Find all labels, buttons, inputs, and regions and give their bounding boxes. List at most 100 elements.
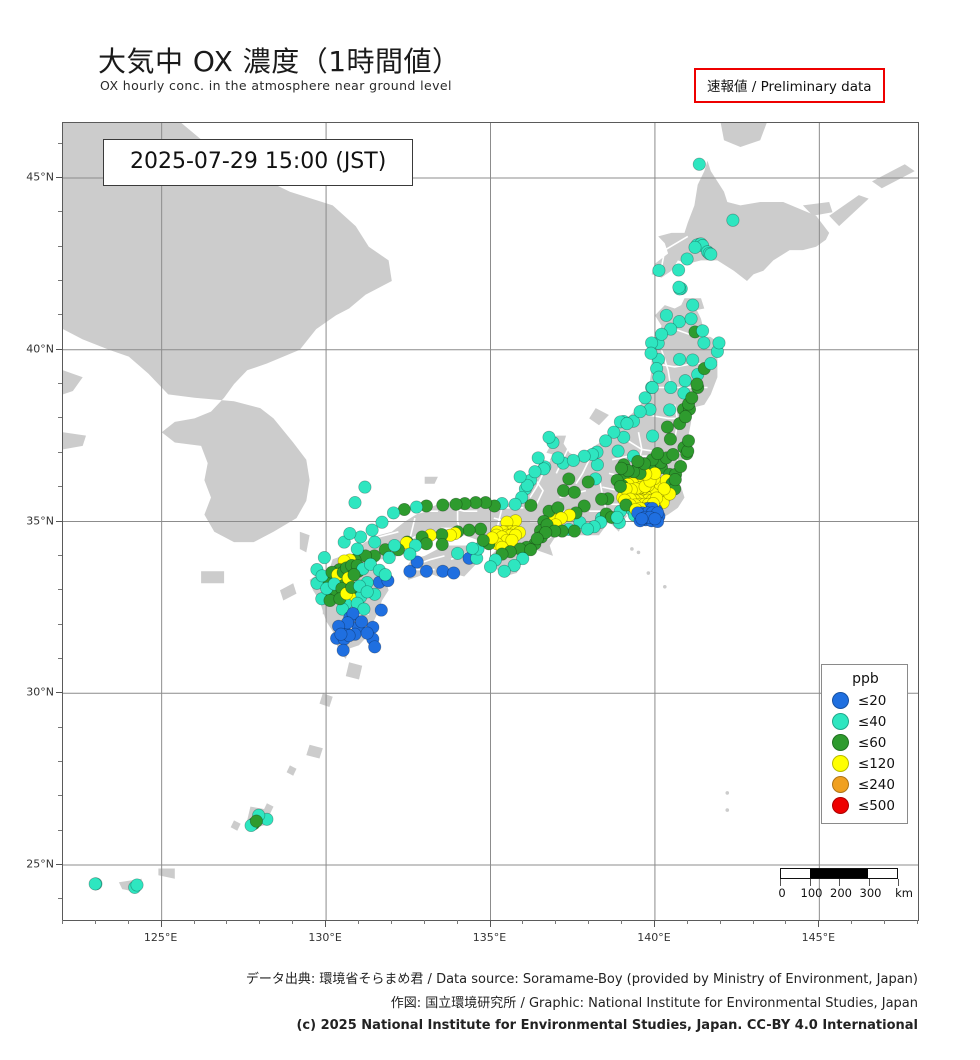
- x-minor-tick: [390, 920, 392, 924]
- y-minor-tick: [58, 417, 62, 419]
- x-minor-tick: [62, 920, 63, 924]
- y-minor-tick: [58, 760, 62, 762]
- station-markers: [88, 157, 740, 894]
- y-tick: [56, 176, 63, 178]
- scale-segment-1: [810, 869, 839, 878]
- legend-panel: ppb ≤20 ≤40 ≤60 ≤120 ≤240 ≤500: [820, 664, 908, 824]
- scale-bar-segments: [780, 868, 898, 879]
- x-tick: [818, 920, 820, 927]
- legend-swatch-3: [831, 755, 849, 772]
- x-tick-label: 135°E: [472, 931, 507, 944]
- x-minor-tick: [127, 920, 129, 924]
- x-minor-tick: [193, 920, 195, 924]
- page-title: 大気中 OX 濃度（1時間値）: [98, 45, 461, 78]
- legend-label: ≤240: [857, 776, 895, 793]
- scale-segment-3: [868, 869, 897, 878]
- preliminary-data-badge: 速報値 / Preliminary data: [694, 68, 885, 103]
- x-tick-label: 140°E: [637, 931, 671, 944]
- page-subtitle: OX hourly conc. in the atmosphere near g…: [100, 78, 452, 93]
- scale-segment-2: [839, 869, 868, 878]
- x-minor-tick: [785, 920, 787, 924]
- x-minor-tick: [555, 920, 557, 924]
- y-minor-tick: [58, 486, 62, 488]
- x-minor-tick: [917, 920, 918, 924]
- scale-label: 300: [859, 886, 882, 900]
- x-tick: [489, 920, 491, 927]
- x-minor-tick: [357, 920, 359, 924]
- y-tick-label: 40°N: [26, 342, 54, 356]
- legend-swatch-2: [831, 734, 849, 751]
- y-tick-label: 30°N: [26, 685, 54, 699]
- legend-swatch-4: [831, 776, 849, 793]
- map-canvas[interactable]: 2025-07-29 15:00 (JST) ppb ≤20 ≤40 ≤60 ≤120…: [62, 122, 919, 921]
- y-tick: [56, 348, 63, 350]
- x-minor-tick: [884, 920, 886, 924]
- y-tick-label: 35°N: [26, 514, 54, 527]
- legend-label: ≤60: [857, 734, 887, 751]
- scale-tick-3: [868, 879, 870, 886]
- y-minor-tick: [58, 623, 62, 625]
- legend-title: ppb: [852, 671, 879, 687]
- scale-tick-end: [898, 879, 899, 886]
- x-tick-label: 145°E: [801, 931, 836, 944]
- x-minor-tick: [621, 920, 623, 924]
- footer-graphic-credit: 作図: 国立環境研究所 / Graphic: National Institut…: [390, 996, 918, 1011]
- footer-copyright: (c) 2025 National Institute for Environm…: [296, 1018, 918, 1033]
- y-minor-tick: [58, 829, 62, 831]
- legend-label: ≤120: [857, 755, 895, 772]
- y-minor-tick: [58, 589, 62, 591]
- legend-item: ≤20: [831, 690, 895, 711]
- x-minor-tick: [259, 920, 261, 924]
- legend-item: ≤40: [831, 711, 895, 732]
- graticule-grid: [63, 123, 918, 920]
- y-minor-tick: [58, 314, 62, 316]
- y-minor-tick: [58, 898, 62, 900]
- legend-item: ≤500: [831, 795, 895, 816]
- legend-items: ≤20 ≤40 ≤60 ≤120 ≤240 ≤500: [831, 690, 895, 816]
- legend-swatch-5: [831, 797, 849, 814]
- scale-label: 200: [830, 886, 852, 900]
- scale-bar: 0 100 200 300 km: [778, 868, 913, 900]
- x-minor-tick: [226, 920, 228, 924]
- scale-label: 100: [800, 886, 823, 900]
- legend-item: ≤120: [831, 753, 895, 774]
- legend-item: ≤60: [831, 732, 895, 753]
- legend-label: ≤20: [857, 692, 887, 709]
- scale-bar-labels: 0 100 200 300 km: [778, 886, 913, 900]
- y-minor-tick: [58, 451, 62, 453]
- y-minor-tick: [58, 726, 62, 728]
- scale-tick-1: [809, 879, 811, 886]
- scale-bar-ticks: [780, 879, 899, 886]
- x-tick: [653, 920, 655, 927]
- y-minor-tick: [58, 657, 62, 659]
- x-minor-tick: [423, 920, 425, 924]
- x-minor-tick: [456, 920, 458, 924]
- x-minor-tick: [522, 920, 524, 924]
- timestamp-box: 2025-07-29 15:00 (JST): [103, 139, 414, 186]
- y-tick: [56, 520, 63, 522]
- x-minor-tick: [851, 920, 853, 924]
- x-tick-label: 125°E: [143, 931, 178, 944]
- map-svg: [63, 123, 918, 920]
- y-minor-tick: [58, 245, 62, 247]
- y-tick: [56, 692, 63, 694]
- scale-tick-0: [780, 879, 781, 886]
- scale-tick-2: [839, 879, 840, 886]
- y-tick: [56, 864, 63, 866]
- footer-data-source: データ出典: 環境省そらまめ君 / Data source: Soramame-…: [245, 972, 918, 987]
- y-tick-label: 25°N: [26, 857, 54, 871]
- y-minor-tick: [58, 383, 62, 385]
- y-minor-tick: [58, 211, 62, 213]
- x-minor-tick: [686, 920, 688, 924]
- y-minor-tick: [58, 795, 62, 797]
- legend-swatch-0: [831, 692, 849, 709]
- x-minor-tick: [94, 920, 96, 924]
- x-tick-label: 130°E: [308, 931, 342, 944]
- scale-label: 0: [778, 886, 786, 900]
- y-minor-tick: [58, 280, 62, 282]
- legend-label: ≤40: [857, 713, 887, 730]
- y-minor-tick: [58, 554, 62, 556]
- x-minor-tick: [588, 920, 590, 924]
- x-minor-tick: [752, 920, 754, 924]
- y-tick-label: 45°N: [26, 170, 54, 184]
